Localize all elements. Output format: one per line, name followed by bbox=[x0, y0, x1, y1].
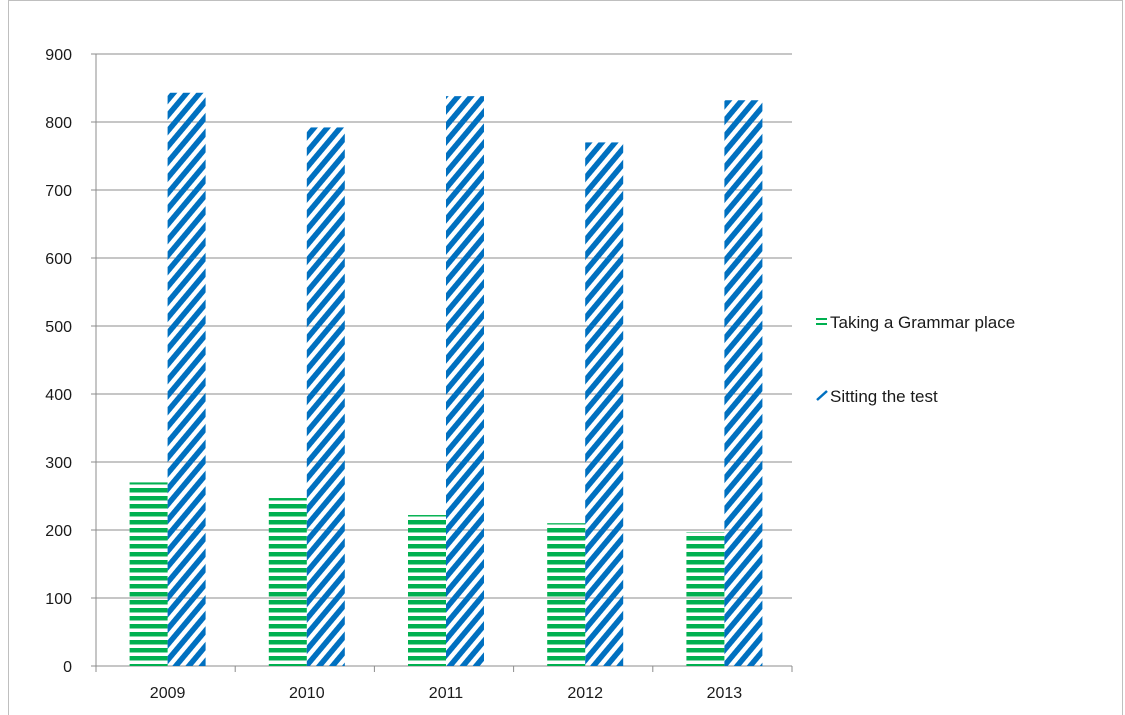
legend-swatch bbox=[816, 323, 827, 325]
x-tick-label: 2011 bbox=[429, 685, 464, 702]
x-tick-label: 2010 bbox=[289, 685, 325, 702]
bars bbox=[129, 92, 763, 667]
legend-swatch bbox=[816, 390, 828, 401]
x-tick-label: 2012 bbox=[567, 685, 603, 702]
y-tick-label: 700 bbox=[45, 183, 72, 200]
y-tick-label: 400 bbox=[45, 387, 72, 404]
y-tick-label: 500 bbox=[45, 319, 72, 336]
y-tick-labels: 0 100 200 300 400 500 600 700 800 900 bbox=[45, 47, 72, 676]
y-tick-label: 200 bbox=[45, 523, 72, 540]
bar-grammar-place-2010 bbox=[268, 498, 307, 666]
bar-grammar-place-2012 bbox=[547, 523, 586, 666]
legend-swatch bbox=[816, 318, 827, 320]
y-tick-label: 600 bbox=[45, 251, 72, 268]
bar-grammar-place-2009 bbox=[129, 482, 168, 666]
y-tick-label: 900 bbox=[45, 47, 72, 64]
bar-sitting-test-2011 bbox=[446, 96, 484, 666]
bar-sitting-test-2013 bbox=[724, 100, 763, 667]
y-tick-label: 100 bbox=[45, 591, 72, 608]
x-tick-labels: 2009 2010 2011 2012 2013 bbox=[150, 685, 742, 702]
bar-sitting-test-2009 bbox=[167, 92, 206, 666]
x-tick-label: 2013 bbox=[707, 685, 743, 702]
legend-item: Taking a Grammar place bbox=[816, 313, 1015, 332]
legend-label: Taking a Grammar place bbox=[830, 313, 1015, 332]
legend: Taking a Grammar place Sitting the test bbox=[816, 313, 1015, 406]
bar-grammar-place-2013 bbox=[686, 532, 725, 666]
x-tick-label: 2009 bbox=[150, 685, 186, 702]
y-tick-label: 300 bbox=[45, 455, 72, 472]
legend-label: Sitting the test bbox=[830, 387, 938, 406]
bar-sitting-test-2012 bbox=[585, 142, 624, 666]
bar-sitting-test-2010 bbox=[306, 127, 345, 666]
y-tick-label: 0 bbox=[63, 659, 72, 676]
legend-item: Sitting the test bbox=[816, 387, 938, 406]
bar-grammar-place-2011 bbox=[408, 515, 446, 666]
y-tick-label: 800 bbox=[45, 115, 72, 132]
